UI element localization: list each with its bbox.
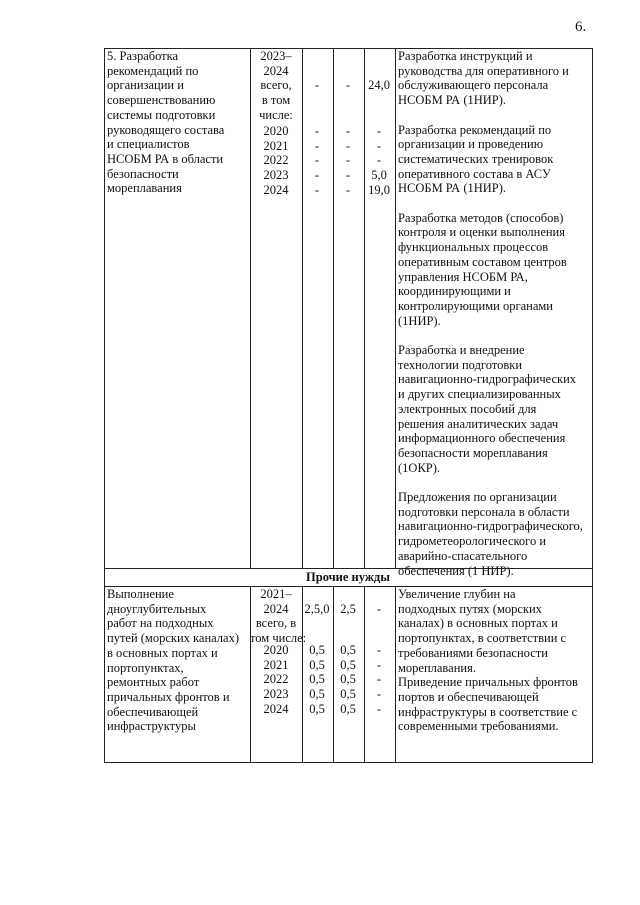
amount: -	[376, 643, 382, 657]
amount: -	[376, 153, 382, 168]
rule	[104, 762, 593, 763]
result: Приведение причальных фронтов портов и о…	[398, 675, 578, 734]
rule	[250, 586, 251, 762]
amount: -	[345, 168, 351, 183]
rule	[592, 48, 593, 763]
rule	[364, 48, 365, 568]
rule	[104, 586, 593, 587]
rule	[104, 48, 593, 49]
amount: 0,5	[340, 643, 356, 657]
amount: -	[314, 78, 320, 93]
amount: 0,5	[340, 657, 356, 672]
amount: -	[345, 182, 351, 197]
rule	[302, 586, 303, 762]
rule	[333, 586, 334, 762]
amount: -	[376, 672, 382, 687]
amount: 0,5	[309, 657, 325, 672]
page-number: 6.	[575, 19, 587, 35]
item-name: 5. Разработка рекомендаций по организаци…	[107, 49, 225, 196]
amount: 0,5	[309, 701, 325, 716]
amount: 5,0	[371, 168, 387, 183]
year: 2024	[263, 701, 289, 716]
amount: -	[345, 138, 351, 153]
amount: -	[376, 601, 382, 616]
amount: 24,0	[368, 78, 390, 93]
result: Разработка рекомендаций по организации и…	[398, 122, 554, 196]
amount: -	[314, 153, 320, 168]
rule	[395, 48, 396, 568]
rule	[250, 48, 251, 568]
amount: -	[314, 124, 320, 138]
amount: -	[345, 78, 351, 93]
amount: -	[376, 687, 382, 702]
year: 2023	[263, 687, 289, 702]
result: Разработка и внедрение технологии подгот…	[398, 343, 577, 475]
year: 2021	[263, 657, 289, 672]
amount: 0,5	[340, 701, 356, 716]
amount: 2,5	[340, 601, 356, 616]
year: 2020	[263, 643, 289, 657]
rule	[395, 586, 396, 762]
period: 2023– 2024 всего, в том числе:	[259, 49, 293, 122]
amount: -	[376, 657, 382, 672]
amount: -	[314, 182, 320, 197]
result: Предложения по организации подготовки пе…	[398, 490, 583, 578]
amount: 0,5	[340, 672, 356, 687]
section-title: Прочие нужды	[306, 570, 390, 584]
rule	[364, 586, 365, 762]
amount: -	[345, 153, 351, 168]
amount: 0,5	[309, 672, 325, 687]
year: 2021	[263, 138, 289, 153]
amount: -	[345, 124, 351, 138]
rule	[104, 568, 593, 569]
amount: 2,5,0	[304, 601, 330, 616]
rule	[302, 48, 303, 568]
amount: -	[376, 138, 382, 153]
item-name: Выполнение дноуглубительных работ на под…	[107, 587, 240, 734]
year: 2022	[263, 153, 289, 168]
amount: -	[314, 168, 320, 183]
rule	[333, 48, 334, 568]
amount: -	[376, 124, 382, 138]
amount: -	[376, 701, 382, 716]
amount: 19,0	[368, 182, 390, 197]
amount: 0,5	[340, 687, 356, 702]
rule	[104, 48, 105, 763]
year: 2024	[263, 182, 289, 197]
amount: 0,5	[309, 687, 325, 702]
result: Разработка методов (способов) контроля и…	[398, 210, 567, 328]
year: 2020	[263, 124, 289, 138]
result: Увеличение глубин на подходных путях (мо…	[398, 587, 567, 675]
result: Разработка инструкций и руководства для …	[398, 49, 569, 108]
amount: 0,5	[309, 643, 325, 657]
amount: -	[314, 138, 320, 153]
year: 2023	[263, 168, 289, 183]
period: 2021– 2024 всего, в том числе:	[250, 587, 307, 646]
year: 2022	[263, 672, 289, 687]
